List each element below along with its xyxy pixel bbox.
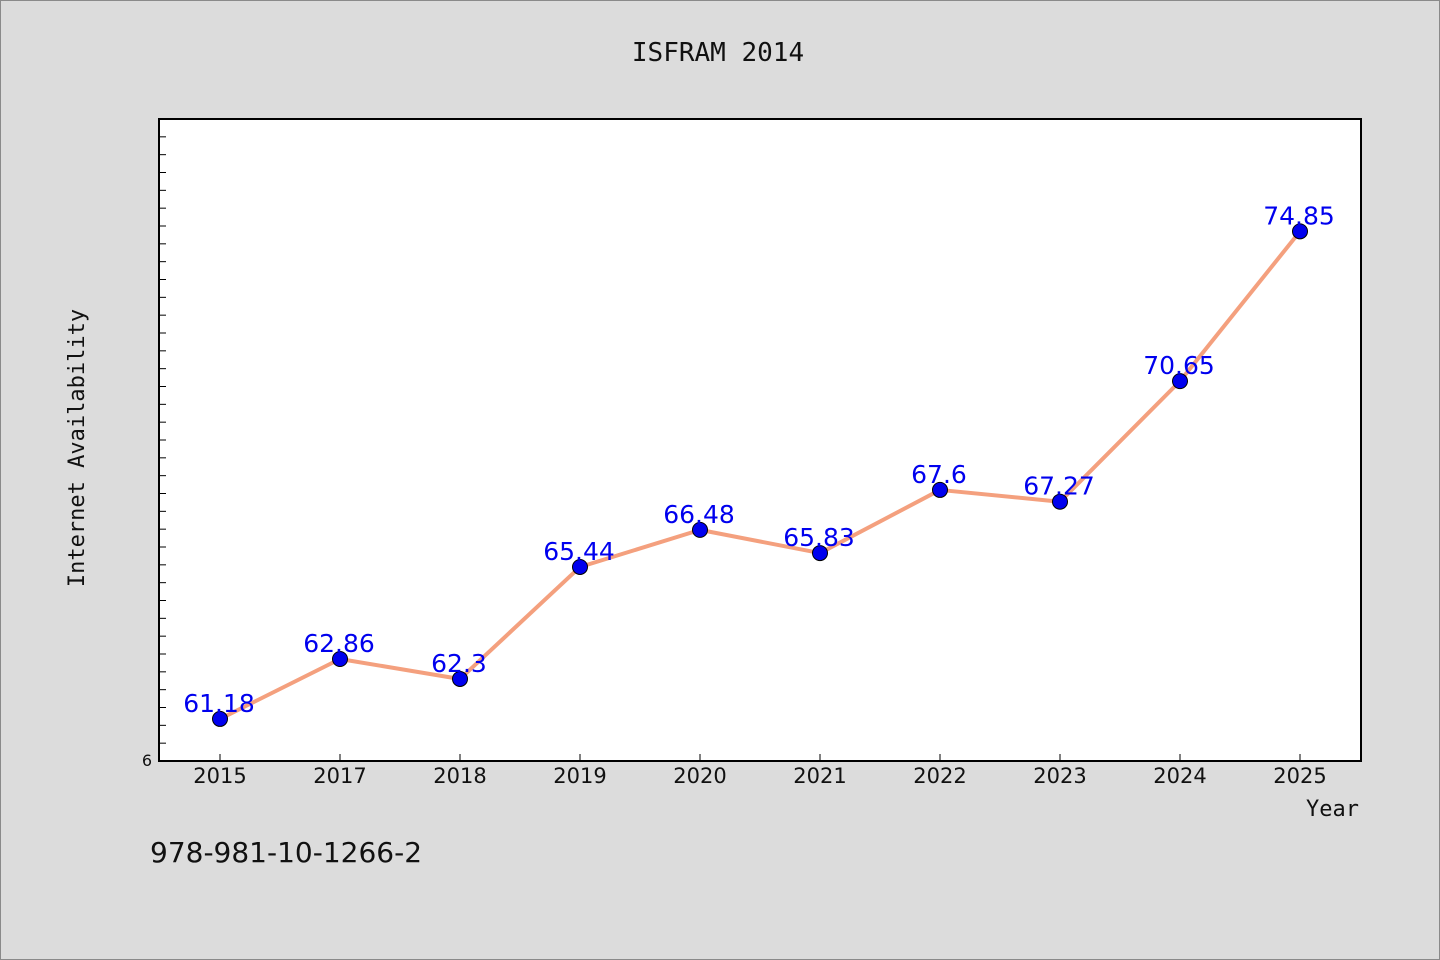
x-tick-label: 2023 [1033,764,1086,788]
data-point [932,481,948,498]
data-point [1292,223,1308,240]
data-label: 61.18 [183,689,255,718]
x-axis-ticks [219,754,1301,761]
data-point [692,521,708,538]
data-label: 65.83 [783,523,855,552]
data-label: 67.6 [911,460,967,489]
x-tick-label: 2019 [553,764,606,788]
x-tick-label: 2017 [313,764,366,788]
data-label: 62.86 [303,629,375,658]
y-axis-tick-label: 6 [142,751,152,770]
data-label: 70.65 [1143,351,1215,380]
x-axis-tick-labels: 2015 2017 2018 2019 2020 2021 2022 2023 2024 2025 [193,764,1326,788]
data-point [572,558,588,575]
data-point [1052,493,1068,510]
x-tick-label: 2022 [913,764,966,788]
x-tick-label: 2021 [793,764,846,788]
chart-title: ISFRAM 2014 [632,38,804,68]
series-polyline [219,230,1302,721]
x-tick-label: 2020 [673,764,726,788]
data-label: 74.85 [1263,201,1335,230]
series-markers [212,223,1308,727]
series-data-labels: 61.18 62.86 62.3 65.44 66.48 65.83 67.6 67.27 70… [183,201,1335,718]
data-point [452,670,468,687]
series-line [219,230,1302,721]
isbn-footer: 978-981-10-1266-2 [150,836,422,869]
data-point [332,650,348,667]
data-label: 62.3 [431,649,487,678]
x-tick-label: 2015 [193,764,246,788]
x-tick-label: 2025 [1273,764,1326,788]
x-axis-label: Year [1306,797,1359,822]
x-tick-label: 2024 [1153,764,1206,788]
x-tick-label: 2018 [433,764,486,788]
data-point [212,710,228,727]
data-point [1172,373,1188,390]
data-label: 65.44 [543,537,615,566]
data-label: 66.48 [663,500,735,529]
plot-area [158,118,1362,762]
y-axis-ticks [159,136,166,744]
y-axis-label: Internet Availability [65,309,90,587]
data-point [812,545,828,562]
data-label: 67.27 [1023,472,1095,501]
